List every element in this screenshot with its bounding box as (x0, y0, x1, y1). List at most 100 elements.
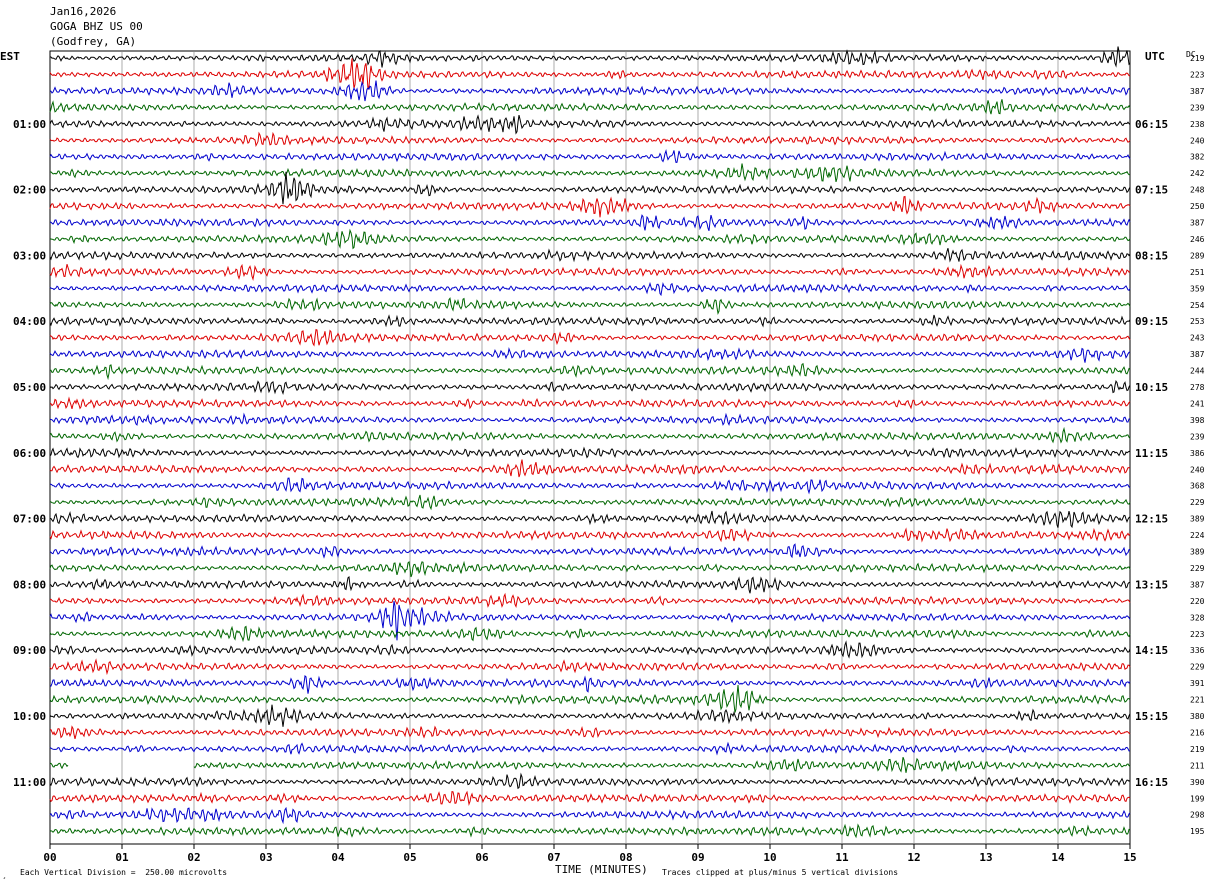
left-hour-label: 05:00 (13, 381, 46, 394)
x-tick-label: 03 (259, 851, 272, 864)
seismic-trace (49, 527, 1131, 543)
dc-value: 229 (1190, 498, 1205, 507)
seismic-trace (49, 163, 1131, 183)
station-location: (Godfrey, GA) (50, 35, 137, 48)
seismic-trace (49, 214, 1131, 231)
x-tick-label: 05 (403, 851, 416, 864)
left-timezone-label: EST (0, 50, 20, 63)
seismic-trace (49, 380, 1131, 395)
dc-value: 219 (1190, 745, 1205, 754)
dc-value: 223 (1190, 630, 1205, 639)
right-hour-label: 13:15 (1135, 578, 1168, 591)
dc-value: 398 (1190, 416, 1205, 425)
dc-value: 241 (1190, 399, 1205, 408)
seismic-trace (49, 171, 1131, 205)
seismic-trace (49, 228, 1131, 250)
seismic-trace (49, 347, 1131, 363)
seismic-trace (49, 823, 1131, 839)
dc-value: 244 (1190, 367, 1205, 376)
right-timezone-label: UTC (1145, 50, 1165, 63)
dc-value: 368 (1190, 482, 1205, 491)
left-hour-label: 11:00 (13, 776, 46, 789)
seismic-trace (49, 494, 1131, 511)
seismic-trace (49, 459, 1131, 478)
left-hour-label: 04:00 (13, 315, 46, 328)
left-hour-label: 03:00 (13, 249, 46, 262)
dc-value: 246 (1190, 235, 1205, 244)
dc-value: 254 (1190, 301, 1205, 310)
dc-value: 216 (1190, 728, 1205, 737)
dc-value: 298 (1190, 811, 1205, 820)
dc-value: 223 (1190, 70, 1205, 79)
seismic-trace (49, 314, 1131, 328)
seismic-trace (49, 543, 1131, 559)
dc-value: 240 (1190, 136, 1205, 145)
x-axis-title: TIME (MINUTES) (555, 863, 648, 876)
left-hour-label: 02:00 (13, 184, 46, 197)
left-hour-label: 01:00 (13, 118, 46, 131)
seismic-trace (49, 131, 1131, 147)
right-hour-label: 06:15 (1135, 118, 1168, 131)
dc-value: 380 (1190, 712, 1205, 721)
seismic-trace (49, 806, 1131, 825)
seismic-trace (50, 362, 1131, 381)
x-tick-label: 12 (907, 851, 920, 864)
seismic-trace (49, 704, 1131, 727)
dc-value: 211 (1190, 761, 1205, 770)
seismic-trace (49, 592, 1131, 609)
seismic-trace (49, 396, 1131, 410)
x-tick-label: 02 (187, 851, 200, 864)
right-hour-label: 11:15 (1135, 447, 1168, 460)
seismic-trace (49, 625, 1131, 643)
dc-value: 289 (1190, 251, 1205, 260)
seismic-trace (49, 58, 1131, 90)
dc-value: 336 (1190, 646, 1205, 655)
seismic-trace (49, 446, 1131, 459)
dc-value: 220 (1190, 597, 1205, 606)
x-tick-label: 13 (979, 851, 992, 864)
seismic-trace (50, 477, 1131, 495)
right-hour-label: 09:15 (1135, 315, 1168, 328)
plot-date: Jan16,2026 (50, 5, 117, 18)
seismic-trace (49, 328, 1131, 347)
dc-value: 253 (1190, 317, 1205, 326)
left-hour-label: 06:00 (13, 447, 46, 460)
dc-value: 229 (1190, 564, 1205, 573)
x-tick-label: 14 (1051, 851, 1065, 864)
x-tick-label: 00 (43, 851, 56, 864)
left-hour-label: 09:00 (13, 644, 46, 657)
seismic-trace (49, 46, 1131, 68)
dc-value: 243 (1190, 334, 1205, 343)
seismic-trace (49, 658, 1131, 676)
vertical-division-note: Each Vertical Division = 250.00 microvol… (20, 868, 228, 877)
seismic-trace (49, 149, 1131, 163)
dc-value: 278 (1190, 383, 1205, 392)
seismic-trace (49, 576, 1131, 594)
dc-value: 382 (1190, 153, 1205, 162)
seismic-trace (49, 80, 1131, 102)
dc-value: 387 (1190, 350, 1205, 359)
seismic-trace (49, 725, 1131, 740)
dc-value: 389 (1190, 548, 1205, 557)
right-hour-label: 12:15 (1135, 513, 1168, 526)
x-tick-label: 15 (1123, 851, 1136, 864)
right-hour-label: 10:15 (1135, 381, 1168, 394)
seismic-trace (49, 297, 1131, 315)
x-tick-label: 06 (475, 851, 489, 864)
seismic-trace (49, 426, 1131, 444)
seismic-trace (49, 757, 1131, 773)
x-tick-label: 08 (619, 851, 632, 864)
dc-value: 386 (1190, 449, 1205, 458)
dc-value: 250 (1190, 202, 1205, 211)
dc-value: 359 (1190, 284, 1205, 293)
x-tick-label: 07 (547, 851, 560, 864)
right-hour-label: 14:15 (1135, 644, 1168, 657)
right-hour-label: 15:15 (1135, 710, 1168, 723)
seismic-trace (49, 675, 1131, 694)
seismic-trace (49, 248, 1131, 263)
dc-value: 224 (1190, 531, 1205, 540)
dc-value: 389 (1190, 515, 1205, 524)
dc-column-label: DC (1186, 50, 1196, 59)
dc-value: 251 (1190, 268, 1205, 277)
